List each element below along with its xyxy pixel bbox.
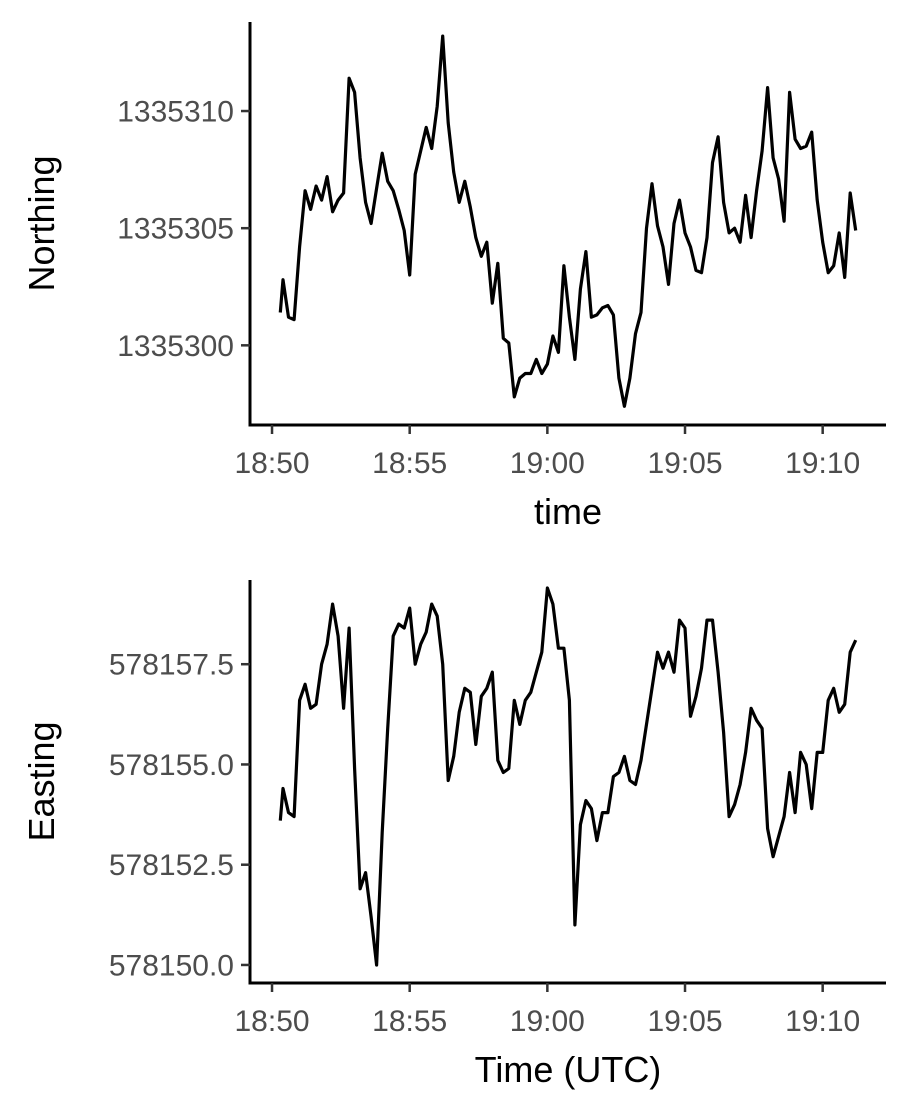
- easting-x-tick-label: 18:50: [234, 1005, 309, 1038]
- easting-series-line: [278, 586, 858, 967]
- easting-y-tick-label: 578155.0: [109, 749, 234, 782]
- easting-x-axis-title: Time (UTC): [475, 1049, 662, 1090]
- northing-x-tick-label: 18:55: [372, 447, 447, 480]
- northing-x-tick-label: 19:05: [647, 447, 722, 480]
- northing-y-tick-label: 1335305: [117, 213, 234, 246]
- northing-panel: 1335300 1335305 1335310 18:50 18:55 19:00 19:0…: [21, 22, 886, 532]
- easting-x-tick-label: 19:00: [510, 1005, 585, 1038]
- northing-x-tick-label: 19:10: [785, 447, 860, 480]
- easting-y-tick-label: 578150.0: [109, 949, 234, 982]
- northing-y-tick-label: 1335300: [117, 330, 234, 363]
- easting-x-tick-label: 19:10: [785, 1005, 860, 1038]
- easting-y-tick-label: 578152.5: [109, 849, 234, 882]
- northing-x-tick-label: 19:00: [510, 447, 585, 480]
- easting-y-tick-label: 578157.5: [109, 649, 234, 682]
- northing-y-axis-title: Northing: [21, 155, 62, 291]
- easting-y-axis-title: Easting: [21, 721, 62, 841]
- northing-x-tick-label: 18:50: [234, 447, 309, 480]
- northing-x-axis-title: time: [534, 491, 602, 532]
- easting-x-tick-label: 19:05: [647, 1005, 722, 1038]
- northing-y-tick-label: 1335310: [117, 96, 234, 129]
- easting-x-tick-label: 18:55: [372, 1005, 447, 1038]
- easting-panel: 578150.0 578152.5 578155.0 578157.5 18:50 18:…: [21, 580, 886, 1090]
- northing-series-line: [278, 34, 858, 408]
